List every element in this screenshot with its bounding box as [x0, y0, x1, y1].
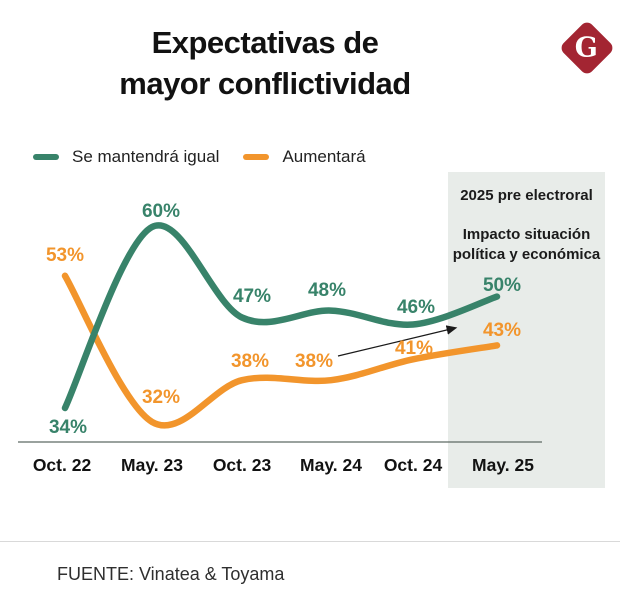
data-label: 53% [45, 245, 85, 266]
annotation-arrow-icon [337, 325, 458, 357]
x-tick-label: Oct. 22 [32, 455, 92, 475]
gestion-logo: G [558, 19, 616, 77]
data-label: 60% [141, 201, 181, 222]
data-label: 46% [396, 297, 436, 318]
footer-divider [0, 541, 620, 542]
legend-item-aumentara: Aumentará [243, 147, 366, 167]
data-label: 38% [294, 351, 334, 372]
chart-title: Expectativas de mayor conflictividad [0, 22, 530, 104]
chart-title-line2: mayor conflictividad [119, 66, 411, 101]
highlight-subheading-line1: Impacto situación [462, 226, 591, 243]
legend-swatch-orange-icon [243, 154, 270, 160]
data-label: 38% [230, 351, 270, 372]
highlight-subheading-line2: política y económica [452, 246, 601, 263]
highlight-heading: 2025 pre electroral [460, 187, 593, 204]
x-tick-label: May. 24 [300, 455, 362, 475]
legend-label-se-mantendra: Se mantendrá igual [72, 147, 220, 166]
chart-legend: Se mantendrá igual Aumentará [33, 147, 366, 167]
x-tick-label: Oct. 23 [212, 455, 272, 475]
legend-swatch-green-icon [33, 154, 59, 160]
highlight-region-2025: 2025 pre electroral Impacto situación po… [448, 172, 605, 488]
logo-letter: G [575, 32, 599, 64]
data-label: 32% [141, 387, 181, 408]
legend-item-se-mantendra: Se mantendrá igual [33, 147, 219, 167]
data-label: 47% [232, 286, 272, 307]
legend-label-aumentara: Aumentará [282, 147, 366, 166]
chart-title-line1: Expectativas de [151, 25, 379, 60]
source-credit: FUENTE: Vinatea & Toyama [57, 564, 285, 584]
x-tick-label: May. 23 [121, 455, 183, 475]
data-label: 34% [48, 417, 88, 438]
series-line-se-mantendra [61, 222, 501, 412]
x-tick-label: Oct. 24 [383, 455, 443, 475]
data-label: 48% [307, 280, 347, 301]
data-label: 41% [394, 338, 434, 359]
series-line-aumentara [61, 272, 501, 429]
